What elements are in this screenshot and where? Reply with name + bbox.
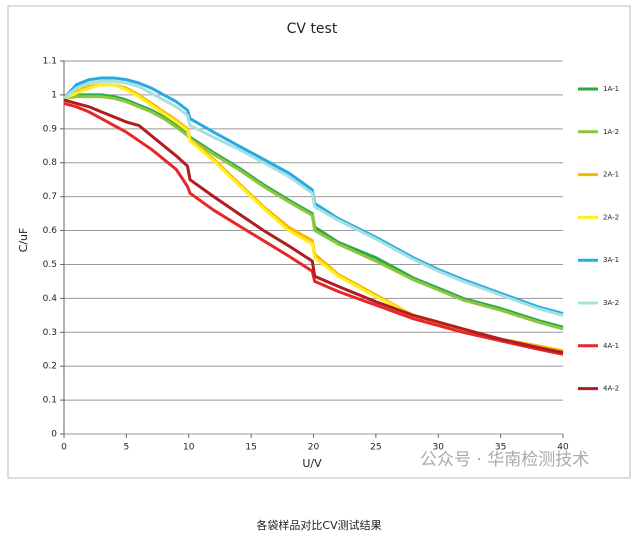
y-tick-label: 0 xyxy=(51,430,57,440)
legend-label: 2A-2 xyxy=(603,213,619,221)
caption: 各袋样品对比CV测试结果 xyxy=(256,518,381,532)
y-tick-label: 1 xyxy=(51,90,57,100)
series-line xyxy=(63,95,564,331)
watermark: 公众号 · 华南检测技术 xyxy=(420,450,589,470)
series-line xyxy=(63,101,564,356)
y-tick-label: 0.4 xyxy=(43,294,58,304)
series-line xyxy=(62,76,564,316)
y-tick-label: 0.6 xyxy=(43,226,58,236)
chart-title: CV test xyxy=(287,21,338,37)
x-tick-label: 40 xyxy=(557,443,569,453)
legend-label: 2A-1 xyxy=(603,171,619,179)
legend-label: 3A-2 xyxy=(603,299,619,307)
y-tick-label: 0.9 xyxy=(43,124,58,134)
y-tick-label: 1.1 xyxy=(43,57,57,67)
legend-label: 4A-1 xyxy=(603,342,619,350)
legend-label: 1A-1 xyxy=(603,85,619,93)
x-tick-label: 5 xyxy=(124,443,130,453)
legend-label: 4A-2 xyxy=(603,385,619,393)
x-tick-label: 20 xyxy=(308,443,320,453)
x-tick-label: 15 xyxy=(245,443,256,453)
series-line xyxy=(63,98,564,355)
x-axis-label: U/V xyxy=(302,457,322,470)
series-line xyxy=(63,79,564,317)
y-axis-label: C/uF xyxy=(17,228,30,253)
y-tick-label: 0.2 xyxy=(43,362,57,372)
x-tick-label: 30 xyxy=(433,443,445,453)
y-tick-label: 0.1 xyxy=(43,396,57,406)
legend-label: 1A-2 xyxy=(603,128,619,136)
x-tick-label: 35 xyxy=(495,443,506,453)
y-tick-label: 0.5 xyxy=(43,260,57,270)
legend-label: 3A-1 xyxy=(603,256,619,264)
x-tick-label: 25 xyxy=(370,443,381,453)
y-tick-label: 0.8 xyxy=(43,158,58,168)
y-tick-label: 0.7 xyxy=(43,192,57,202)
x-tick-label: 10 xyxy=(183,443,195,453)
x-tick-label: 0 xyxy=(61,443,67,453)
y-tick-label: 0.3 xyxy=(43,328,57,338)
